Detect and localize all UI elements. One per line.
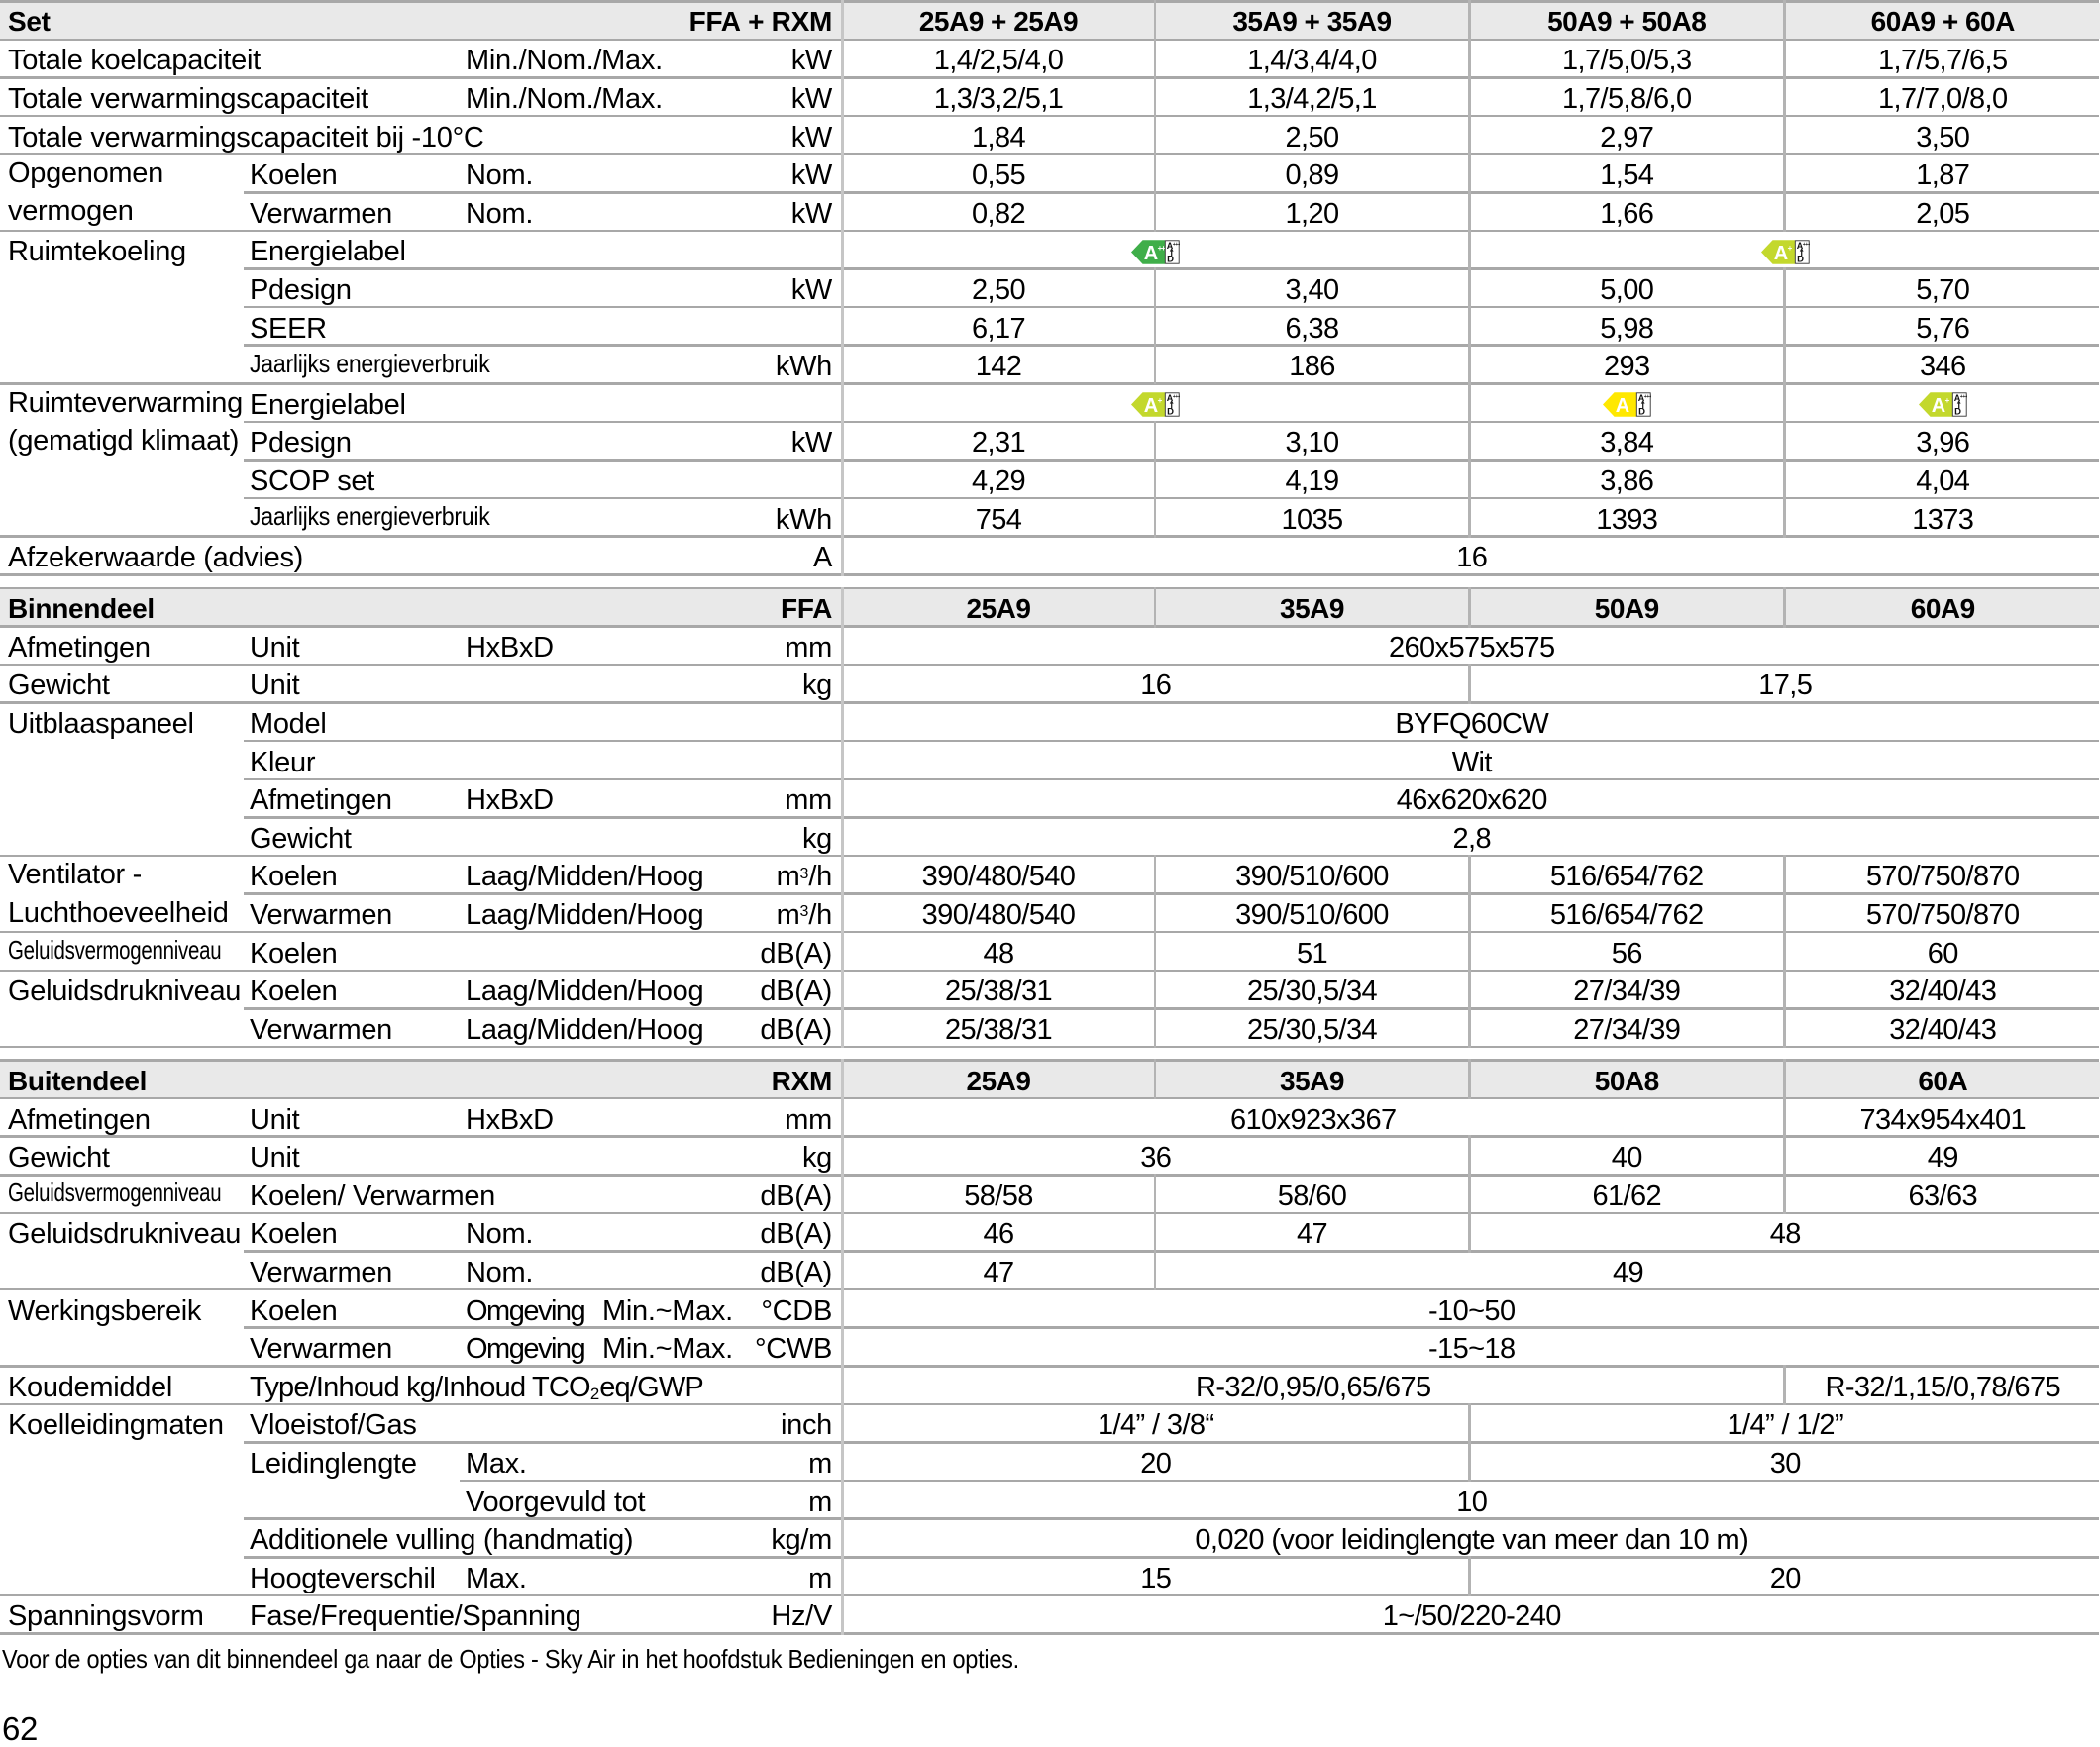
svg-text:D: D [1954, 407, 1961, 417]
svg-text:D: D [1167, 407, 1174, 417]
svg-text:A: A [1144, 395, 1158, 417]
svg-text:D: D [1167, 255, 1174, 264]
svg-text:A: A [1616, 395, 1629, 417]
svg-text:+++: +++ [1960, 394, 1967, 400]
svg-text:+++: +++ [1803, 242, 1810, 248]
svg-text:A: A [1797, 241, 1804, 251]
svg-text:A: A [1144, 243, 1158, 264]
svg-text:A: A [1954, 393, 1961, 403]
svg-text:+: + [1944, 396, 1949, 405]
svg-text:A: A [1932, 395, 1945, 417]
svg-text:+: + [1158, 396, 1163, 405]
svg-text:D: D [1638, 407, 1645, 417]
svg-text:+++: +++ [1173, 394, 1180, 400]
svg-text:+++: +++ [1644, 394, 1651, 400]
svg-text:A: A [1774, 243, 1788, 264]
svg-text:A: A [1167, 393, 1174, 403]
svg-text:A: A [1167, 241, 1174, 251]
svg-text:+: + [1787, 244, 1792, 253]
svg-text:A: A [1638, 393, 1645, 403]
svg-text:++: ++ [1158, 244, 1166, 253]
svg-text:D: D [1797, 255, 1804, 264]
svg-text:+++: +++ [1173, 242, 1180, 248]
